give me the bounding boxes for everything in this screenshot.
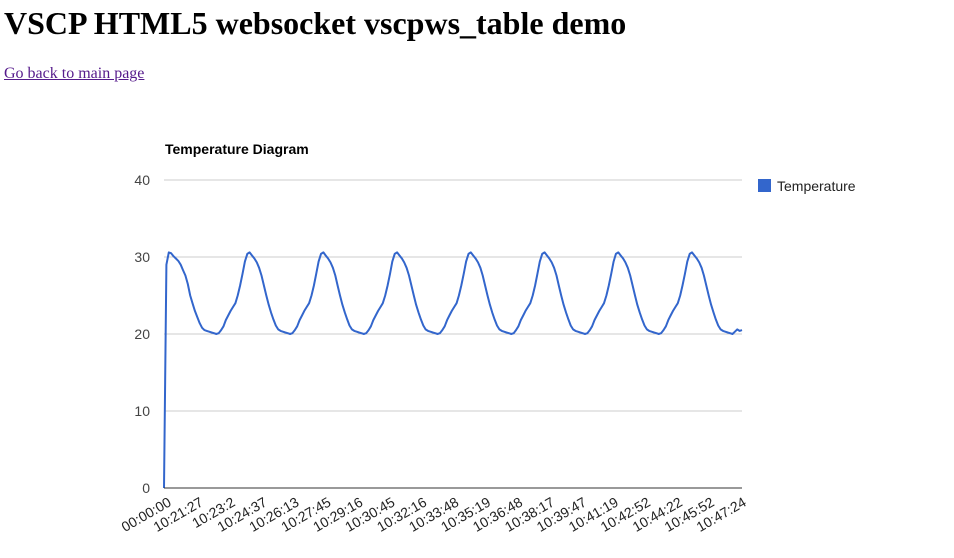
- grid-lines: [164, 179, 742, 412]
- back-to-main-link[interactable]: Go back to main page: [4, 65, 145, 82]
- series-line-temperature: [163, 251, 743, 489]
- legend[interactable]: Temperature: [758, 178, 856, 194]
- page-title: VSCP HTML5 websocket vscpws_table demo: [4, 5, 627, 41]
- y-tick-label: 30: [134, 249, 150, 265]
- y-axis-ticks: 0 10 20 30 40: [134, 172, 150, 496]
- y-tick-label: 20: [134, 326, 150, 342]
- series-layer: [163, 251, 743, 489]
- legend-swatch-temperature: [758, 179, 771, 192]
- legend-label-temperature: Temperature: [777, 178, 856, 194]
- chart-title: Temperature Diagram: [165, 141, 309, 157]
- x-axis-ticks: 00:00:0010:21:2710:23:210:24:3710:26:131…: [119, 494, 749, 535]
- y-tick-label: 10: [134, 403, 150, 419]
- y-tick-label: 40: [134, 172, 150, 188]
- y-tick-label: 0: [142, 480, 150, 496]
